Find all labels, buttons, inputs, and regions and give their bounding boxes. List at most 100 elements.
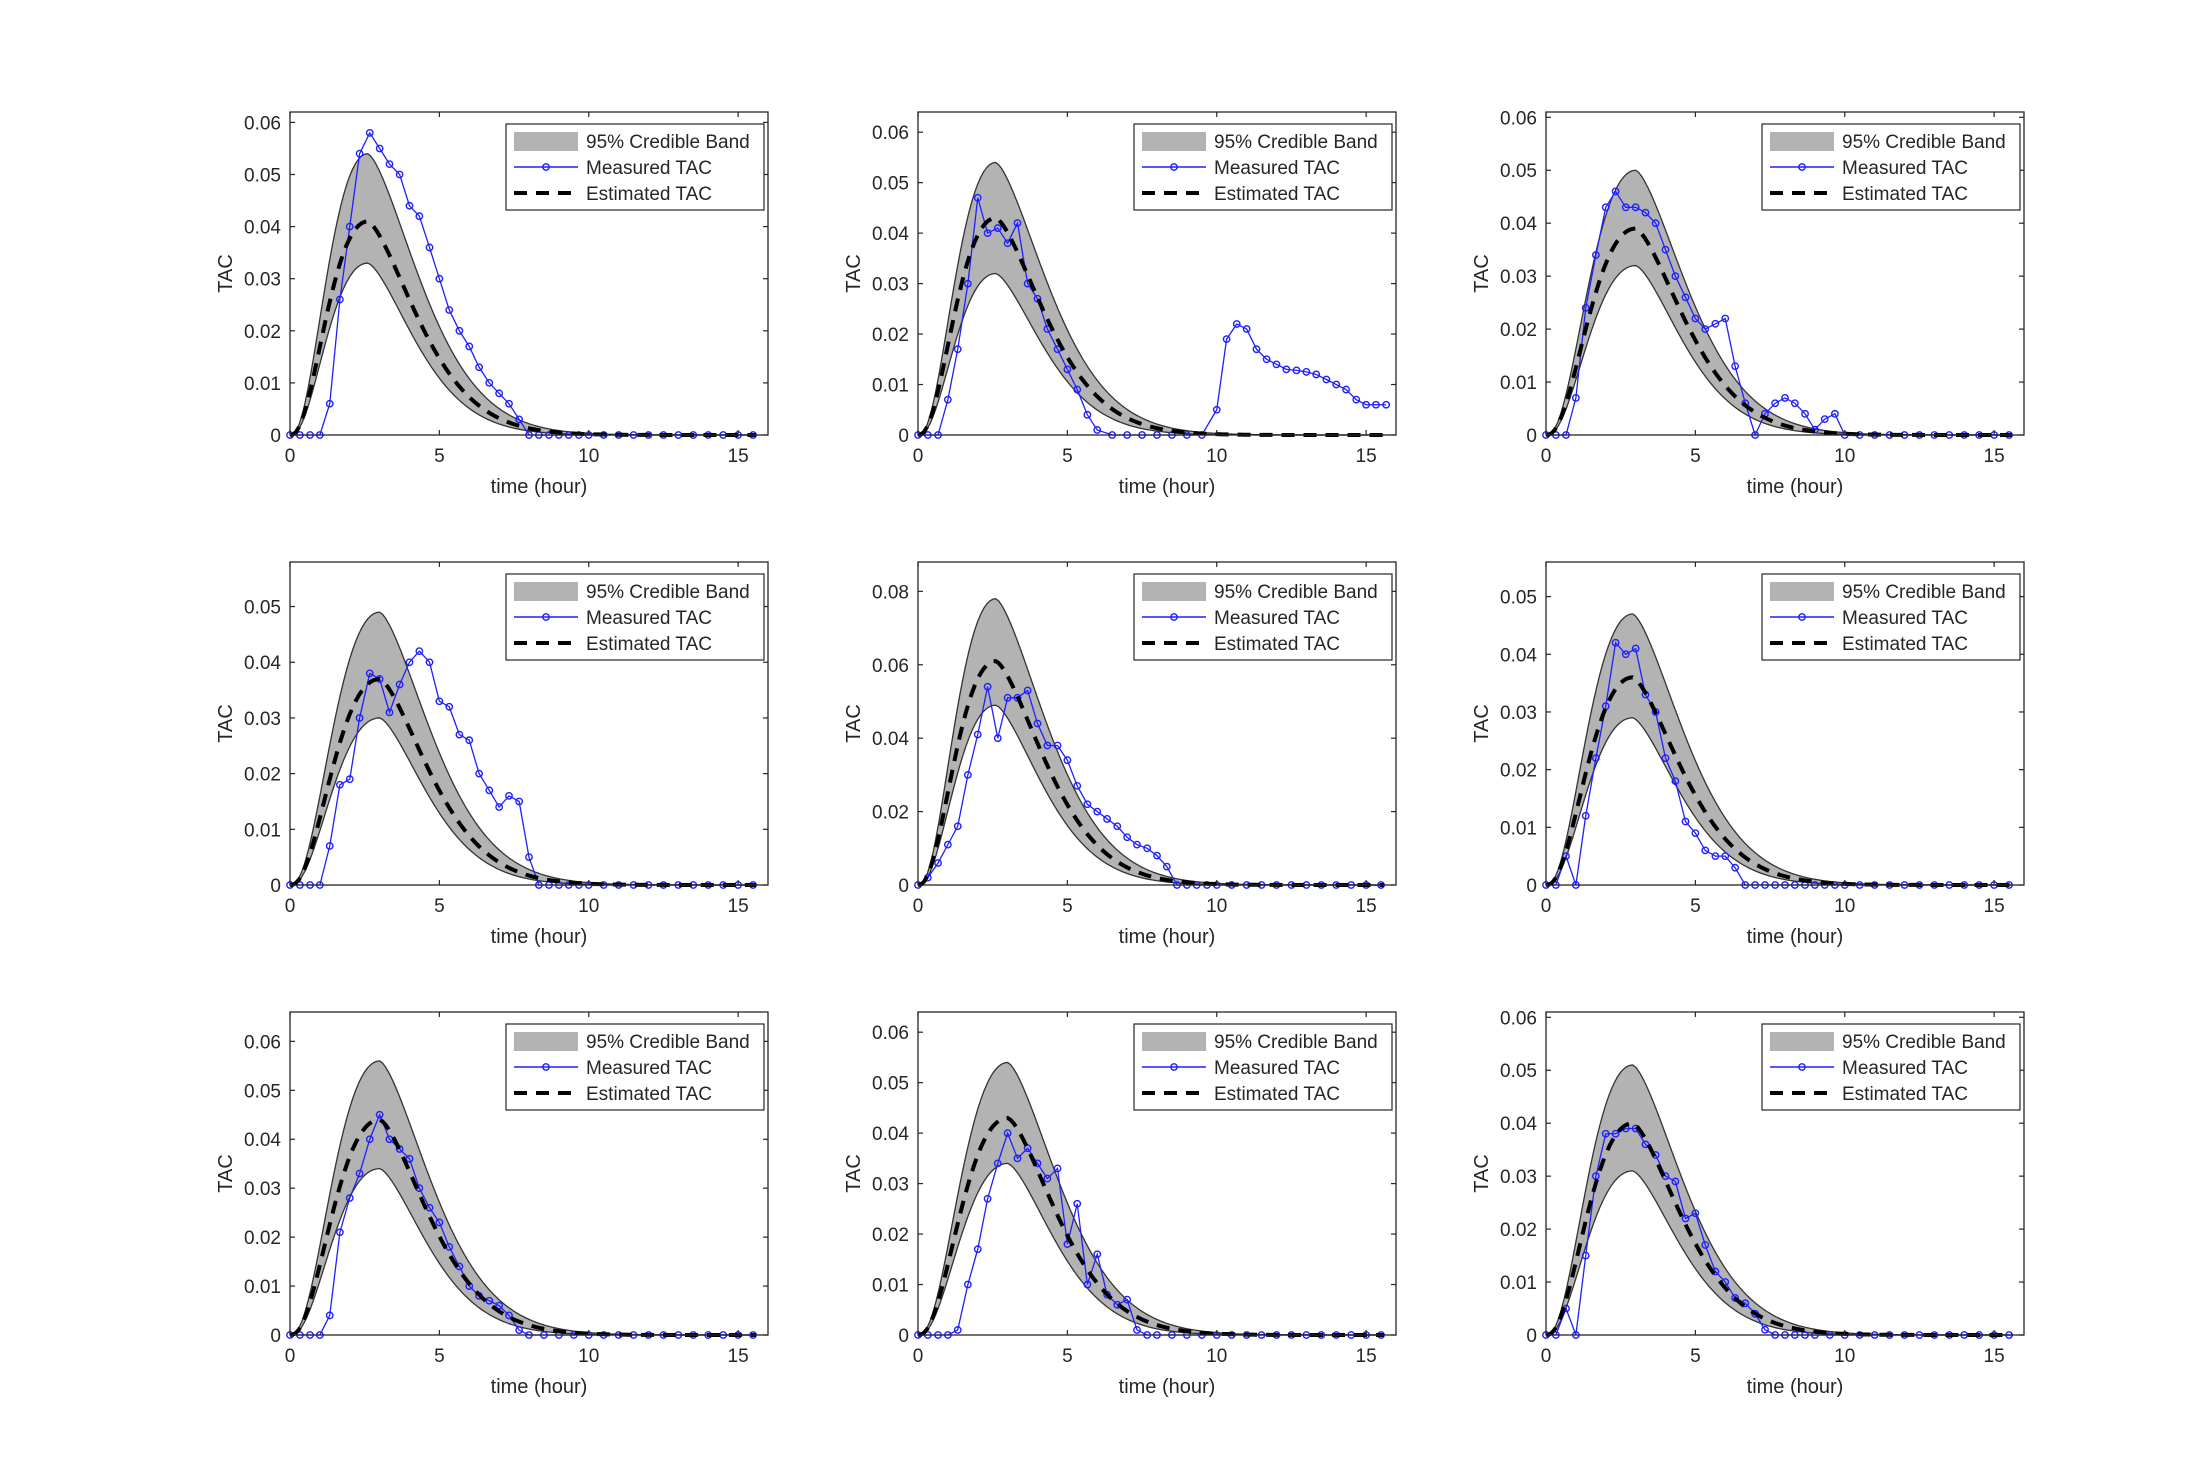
measured-point [1003,239,1012,248]
measured-point [1661,754,1670,763]
legend-label-measured: Measured TAC [1842,1058,1968,1079]
y-tick-label: 0.02 [1500,761,1537,782]
measured-point [1731,863,1740,872]
measured-point [355,714,364,722]
y-tick-label: 0.06 [872,656,909,677]
measured-point [345,775,354,784]
estimated-line [917,659,1385,887]
measured-point [325,1311,334,1320]
y-tick-label: 0 [1526,426,1537,447]
measured-point [1362,400,1371,409]
measured-point [1043,1174,1052,1183]
measured-point [495,389,504,398]
x-tick-label: 15 [728,1346,749,1367]
legend-label-estimated: Estimated TAC [1214,184,1340,205]
measured-point [335,1228,344,1237]
measured-point [1382,400,1391,409]
y-tick-label: 0.04 [1500,214,1537,235]
measured-point [355,1169,364,1178]
axes-box [917,561,1397,886]
y-tick-label: 0.01 [872,376,909,397]
legend: 95% Credible Band Measured TAC Estimated T… [1133,123,1393,211]
legend: 95% Credible Band Measured TAC Estimated T… [505,123,765,211]
legend-label-measured: Measured TAC [1214,158,1340,179]
measured-point [1083,800,1092,809]
x-tick-label: 0 [913,1346,924,1367]
x-axis-label: time (hour) [491,476,588,498]
measured-point [495,803,504,811]
y-tick-label: 0.02 [1500,320,1537,341]
x-tick-label: 10 [578,896,599,917]
measured-point [1143,844,1152,853]
x-tick-label: 10 [578,1346,599,1367]
measured-point [1372,400,1380,409]
credible-band [1546,1064,2013,1335]
measured-point [415,647,424,656]
y-axis-label: TAC [843,1154,865,1193]
x-axis-label: time (hour) [1747,476,1844,498]
measured-point [1691,314,1700,323]
measured-point [953,822,962,831]
legend-band-swatch [1770,132,1834,151]
y-axis-label: TAC [215,1154,237,1193]
y-tick-label: 0.01 [872,1276,909,1297]
x-tick-label: 15 [1356,1346,1377,1367]
x-tick-label: 10 [1834,446,1855,467]
legend-measured-marker [1798,163,1806,171]
panel-8: 0 5 10 15 0 0.01 0.02 0.03 0.04 0.05 0.06 time (hou… [843,1011,1397,1398]
measured-point [1332,380,1341,389]
y-tick-label: 0.02 [872,803,909,824]
measured-point [1073,1199,1082,1208]
measured-point [1123,833,1132,842]
legend-label-band: 95% Credible Band [1214,1032,1378,1053]
measured-point [1242,325,1251,333]
y-tick-label: 0.02 [244,322,281,343]
measured-point [1601,203,1610,212]
measured-point [435,1218,444,1227]
measured-point [375,144,384,153]
legend-label-band: 95% Credible Band [1214,132,1378,153]
legend: 95% Credible Band Measured TAC Estimated T… [505,573,765,661]
measured-point [325,399,334,408]
legend: 95% Credible Band Measured TAC Estimated T… [1761,573,2021,661]
measured-point [953,1326,962,1334]
measured-point [345,222,354,231]
legend-label-band: 95% Credible Band [1842,582,2006,603]
measured-point [475,363,484,372]
measured-point [1671,1177,1680,1186]
y-tick-label: 0.03 [1500,267,1537,288]
y-tick-label: 0 [898,1326,909,1347]
legend-label-estimated: Estimated TAC [586,634,712,655]
measured-point [1133,840,1141,849]
axes-box [289,561,769,886]
y-tick-label: 0.04 [872,1124,909,1145]
panel-1: 0 5 10 15 0 0.01 0.02 0.03 0.04 0.05 0.06 time (hou… [215,111,769,498]
measured-point [1681,1214,1690,1223]
y-tick-label: 0.04 [244,653,281,674]
measured-point [1103,1290,1112,1299]
x-tick-label: 15 [1984,446,2005,467]
panel-3: 0 5 10 15 0 0.01 0.02 0.03 0.04 0.05 0.06 time (hou… [1471,108,2025,498]
y-tick-label: 0.05 [244,1081,281,1102]
measured-point [943,395,952,404]
y-tick-label: 0.01 [1500,818,1537,839]
x-axis-label: time (hour) [491,1376,588,1398]
legend-band-swatch [1142,1032,1206,1051]
y-tick-label: 0.05 [872,174,909,195]
axes-box [289,111,769,436]
measured-point [465,342,474,351]
y-tick-label: 0.06 [244,113,281,134]
measured-point [435,697,444,706]
measured-point [1631,203,1640,212]
x-tick-label: 5 [1690,896,1701,917]
y-tick-label: 0.01 [1500,1273,1537,1294]
measured-point [1113,822,1122,831]
measured-point [1013,1154,1022,1163]
y-tick-label: 0 [270,876,281,897]
measured-point [1103,815,1112,823]
measured-point [345,1194,354,1202]
measured-point [1611,638,1620,647]
measured-point [1053,1164,1062,1173]
legend-measured-marker [1170,1063,1178,1071]
measured-point [963,1280,972,1289]
